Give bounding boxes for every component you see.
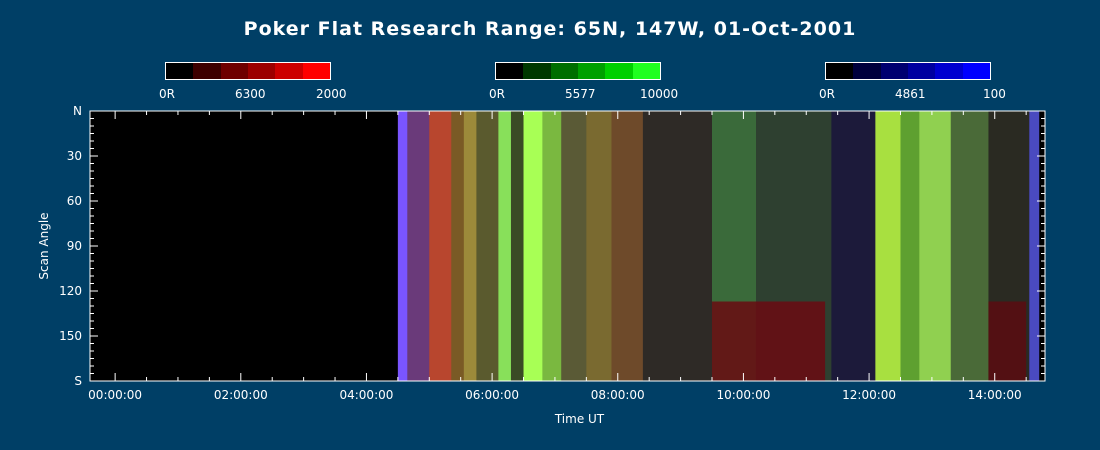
y-tick-label: 150: [59, 329, 82, 343]
colorbar-5577-wavelength-label: 5577: [565, 87, 596, 101]
colorbar-step: [962, 63, 991, 79]
y-tick-label: 120: [59, 284, 82, 298]
colorbar-step: [166, 63, 194, 79]
aurora-band: [463, 111, 477, 381]
aurora-band: [611, 111, 644, 381]
aurora-band: [586, 111, 612, 381]
y-tick-label: 30: [67, 149, 82, 163]
y-tick-label: S: [74, 374, 82, 388]
aurora-band: [498, 111, 512, 381]
aurora-band: [950, 111, 989, 381]
aurora-band: [510, 111, 525, 381]
aurora-band: [561, 111, 587, 381]
aurora-band: [429, 111, 452, 381]
x-axis-label: Time UT: [554, 412, 605, 426]
red-patch: [988, 301, 1027, 381]
colorbar-step: [935, 63, 964, 79]
colorbar-step: [193, 63, 222, 79]
page-title: Poker Flat Research Range: 65N, 147W, 01…: [243, 18, 857, 40]
aurora-band: [900, 111, 920, 381]
aurora-band: [831, 111, 876, 381]
y-tick-label: 60: [67, 194, 82, 208]
colorbar-step: [605, 63, 634, 79]
aurora-band: [523, 111, 543, 381]
colorbar-6300-wavelength-label: 6300: [235, 87, 266, 101]
x-tick-label: 00:00:00: [88, 388, 142, 402]
x-tick-label: 14:00:00: [968, 388, 1022, 402]
colorbar-6300-max-label: 2000: [316, 87, 347, 101]
x-tick-label: 12:00:00: [842, 388, 896, 402]
colorbar-step: [826, 63, 854, 79]
aurora-band: [451, 111, 465, 381]
colorbar-5577: [495, 62, 661, 80]
colorbar-step: [275, 63, 304, 79]
colorbar-step: [248, 63, 276, 79]
colorbar-step: [302, 63, 331, 79]
x-tick-label: 02:00:00: [214, 388, 268, 402]
red-patch: [712, 301, 826, 381]
aurora-band: [397, 111, 408, 381]
colorbar-4861-max-label: 100: [983, 87, 1006, 101]
colorbar-step: [220, 63, 249, 79]
x-tick-label: 08:00:00: [591, 388, 645, 402]
colorbar-step: [523, 63, 552, 79]
aurora-band: [919, 111, 952, 381]
colorbar-step: [880, 63, 909, 79]
colorbar-step: [908, 63, 936, 79]
y-tick-label: 90: [67, 239, 82, 253]
aurora-band: [875, 111, 901, 381]
colorbar-5577-min-label: 0R: [489, 87, 505, 101]
aurora-band: [542, 111, 562, 381]
colorbar-step: [578, 63, 606, 79]
y-tick-label: N: [73, 104, 82, 118]
aurora-band: [642, 111, 713, 381]
colorbar-step: [550, 63, 579, 79]
y-axis-label: Scan Angle: [37, 212, 51, 279]
colorbar-6300-min-label: 0R: [159, 87, 175, 101]
colorbar-step: [853, 63, 882, 79]
aurora-band: [1029, 111, 1040, 381]
aurora-band: [476, 111, 499, 381]
colorbar-5577-max-label: 10000: [640, 87, 679, 101]
colorbar-4861: [825, 62, 991, 80]
x-tick-label: 06:00:00: [465, 388, 519, 402]
x-tick-label: 04:00:00: [339, 388, 393, 402]
colorbar-step: [632, 63, 661, 79]
x-tick-label: 10:00:00: [716, 388, 770, 402]
colorbar-6300: [165, 62, 331, 80]
aurora-band: [407, 111, 430, 381]
colorbar-step: [496, 63, 524, 79]
colorbar-4861-wavelength-label: 4861: [895, 87, 926, 101]
colorbar-4861-min-label: 0R: [819, 87, 835, 101]
